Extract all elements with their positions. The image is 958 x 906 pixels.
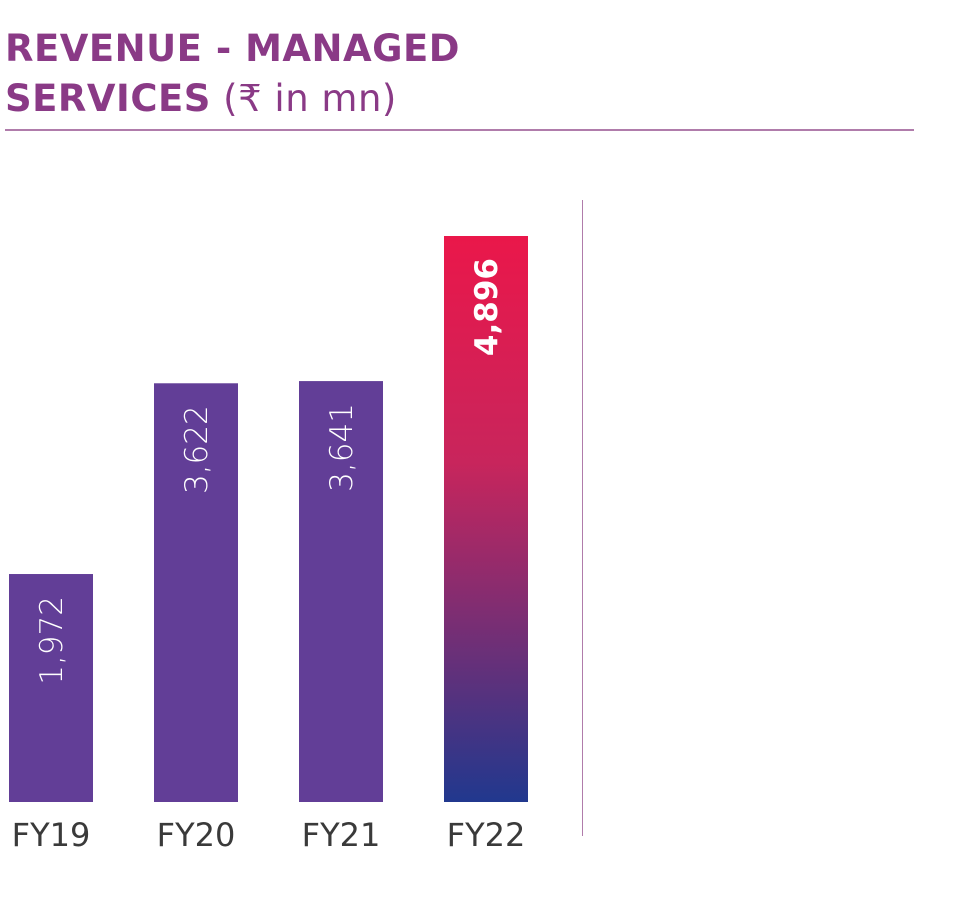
- chart-title: REVENUE - MANAGED SERVICES (₹ in mn): [5, 24, 905, 124]
- bar-fy22: [444, 236, 528, 802]
- bar-fy19: [9, 574, 93, 802]
- title-line-2: SERVICES: [5, 77, 211, 120]
- category-label-fy22: FY22: [447, 816, 526, 854]
- vertical-divider: [582, 200, 583, 836]
- title-divider: [5, 129, 914, 131]
- title-line-1: REVENUE - MANAGED: [5, 27, 460, 70]
- bar-fy21: [299, 381, 383, 802]
- category-labels-group: FY19 FY20 FY21 FY22: [12, 816, 526, 854]
- category-label-fy21: FY21: [302, 816, 381, 854]
- value-label-fy21: 3,641: [324, 403, 360, 492]
- value-label-fy20: 3,622: [179, 405, 215, 494]
- value-label-fy19: 1,972: [34, 596, 70, 685]
- bar-fy20: [154, 383, 238, 802]
- bars-group: 1,972 3,622 3,641 4,896: [9, 236, 528, 802]
- value-label-fy22: 4,896: [469, 258, 505, 356]
- category-label-fy20: FY20: [157, 816, 236, 854]
- title-unit: (₹ in mn): [223, 77, 397, 120]
- category-label-fy19: FY19: [12, 816, 91, 854]
